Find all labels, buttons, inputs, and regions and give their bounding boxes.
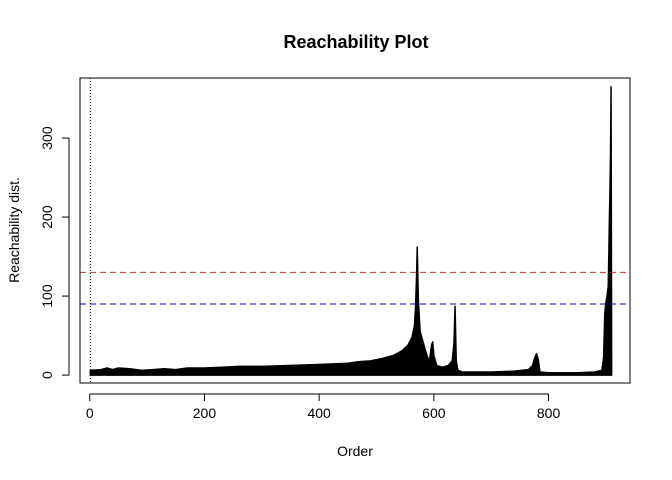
x-tick-label: 600 <box>422 405 446 421</box>
x-tick-label: 800 <box>537 405 561 421</box>
y-axis-label: Reachability dist. <box>6 177 22 283</box>
plot-frame <box>79 77 631 384</box>
x-axis: 0 200 400 600 800 <box>86 393 561 421</box>
y-tick-label: 300 <box>39 126 55 150</box>
bars-group <box>89 85 613 376</box>
x-axis-label: Order <box>337 443 373 459</box>
reachability-bars <box>89 85 613 376</box>
x-tick-label: 0 <box>86 405 94 421</box>
y-tick-label: 200 <box>39 205 55 229</box>
y-tick-label: 0 <box>39 371 55 379</box>
reference-lines-group <box>80 78 630 383</box>
x-tick-label: 400 <box>307 405 331 421</box>
x-tick-label: 200 <box>193 405 217 421</box>
y-axis: 0 100 200 300 <box>39 126 70 379</box>
chart-title: Reachability Plot <box>283 32 428 52</box>
y-tick-label: 100 <box>39 284 55 308</box>
